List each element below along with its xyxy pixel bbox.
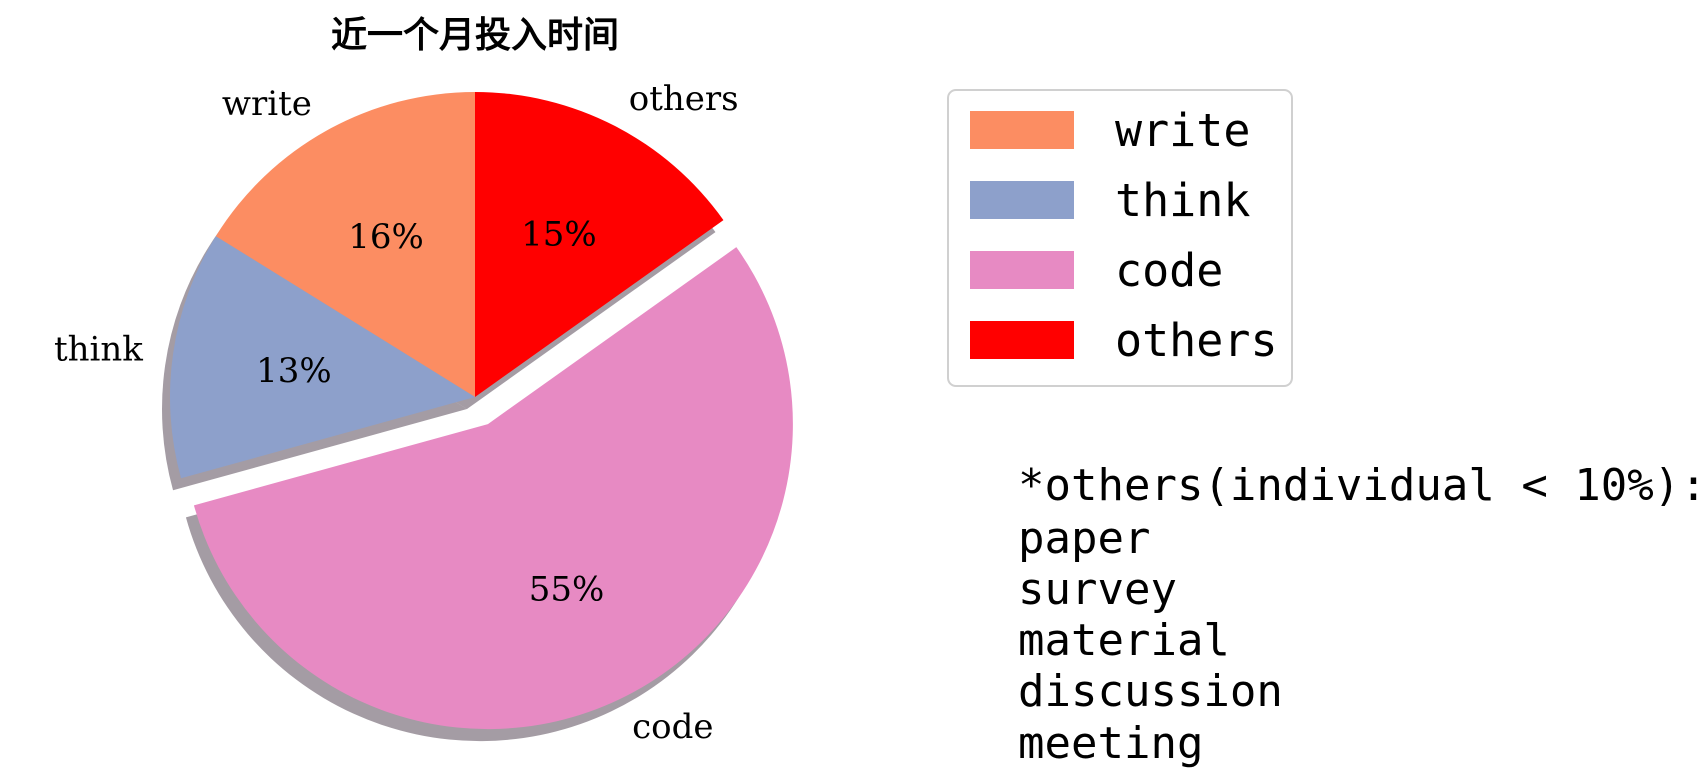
pie-slice-percent-think: 13% xyxy=(256,351,332,391)
legend-frame xyxy=(947,89,1293,387)
pie-slice-percent-code: 55% xyxy=(529,569,605,609)
legend-swatch-write xyxy=(970,111,1074,149)
others-note-item: paper xyxy=(1018,513,1150,564)
legend-label-write: write xyxy=(1115,104,1250,157)
pie-slice-others xyxy=(475,92,724,397)
others-note: *others(individual < 10%): paper survey … xyxy=(1018,460,1706,769)
pie-slice-label-write: write xyxy=(222,84,312,124)
pie-slice-percent-write: 16% xyxy=(348,217,424,257)
others-note-heading: *others(individual < 10%): xyxy=(1018,460,1706,511)
others-note-item: discussion xyxy=(1018,666,1283,717)
legend: write think code others xyxy=(947,89,1293,387)
pie-slice-label-others: others xyxy=(629,79,739,119)
pie-slices-group xyxy=(170,92,793,730)
chart-title: 近一个月投入时间 xyxy=(331,15,619,56)
legend-label-others: others xyxy=(1115,314,1278,367)
legend-label-code: code xyxy=(1115,244,1223,297)
pie-slice-write xyxy=(215,92,475,397)
pie-slice-percent-others: 15% xyxy=(521,214,597,254)
pie-slice-label-code: code xyxy=(632,707,713,747)
others-note-item: meeting xyxy=(1018,718,1203,769)
others-note-item: survey xyxy=(1018,564,1177,615)
pie-slice-code xyxy=(193,247,793,730)
legend-label-think: think xyxy=(1115,174,1250,227)
legend-swatch-think xyxy=(970,181,1074,219)
pie-slice-think xyxy=(170,236,475,479)
pie-labels-group: 16% write 13% think 55% code 15% others xyxy=(54,79,739,747)
legend-swatch-others xyxy=(970,321,1074,359)
legend-swatch-code xyxy=(970,251,1074,289)
others-note-item: material xyxy=(1018,615,1230,666)
pie-slice-label-think: think xyxy=(54,329,143,369)
